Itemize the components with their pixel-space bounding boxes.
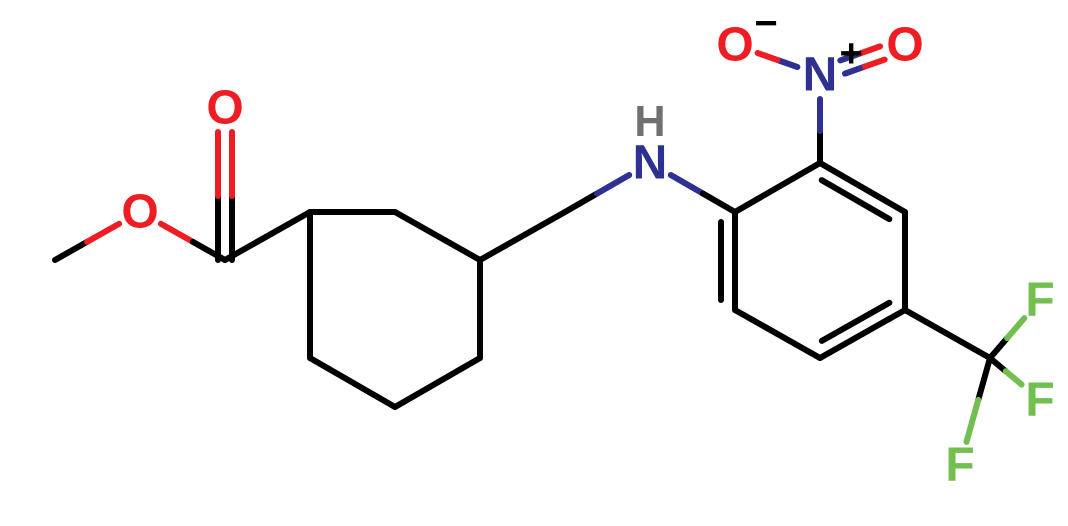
bond-C-F — [1007, 318, 1024, 338]
charge-minus: − — [755, 1, 778, 45]
bond-C-C — [225, 212, 310, 260]
charge-plus: + — [840, 31, 863, 75]
bond-C-N — [565, 193, 597, 212]
bond-N-C — [671, 175, 703, 194]
bond-O-C — [161, 224, 193, 242]
molecule-diagram: OONHN+O−OFFF — [0, 0, 1068, 526]
atom-F: F — [1025, 374, 1054, 427]
atom-O: O — [716, 19, 753, 72]
bond-C-C — [735, 163, 820, 212]
bond-C-C — [395, 212, 480, 260]
atom-O: O — [121, 186, 158, 239]
bond-N-O — [865, 60, 885, 67]
bond-C-C — [395, 358, 480, 407]
bond-C-F — [1006, 371, 1022, 384]
atom-F: F — [1025, 274, 1054, 327]
bond-C-O — [87, 224, 119, 242]
bond-C-F — [966, 400, 978, 442]
bond-N-C — [703, 193, 735, 212]
atom-O: O — [886, 19, 923, 72]
bond-C-O — [55, 242, 87, 260]
bond-C-N — [597, 175, 629, 194]
bond-N-O — [758, 53, 778, 60]
bond-N-O — [860, 46, 880, 53]
bond-C-C — [735, 310, 820, 358]
bond-C-F — [978, 358, 990, 400]
bond-C-C — [310, 358, 395, 407]
atom-N: N — [803, 49, 838, 102]
bond-N-O — [778, 60, 798, 67]
atom-F: F — [945, 439, 974, 492]
atom-H: H — [634, 98, 665, 146]
atom-O: O — [206, 82, 243, 135]
bond-C-C — [480, 212, 565, 260]
bond-C-F — [990, 338, 1007, 358]
bond-C-C — [905, 310, 990, 358]
